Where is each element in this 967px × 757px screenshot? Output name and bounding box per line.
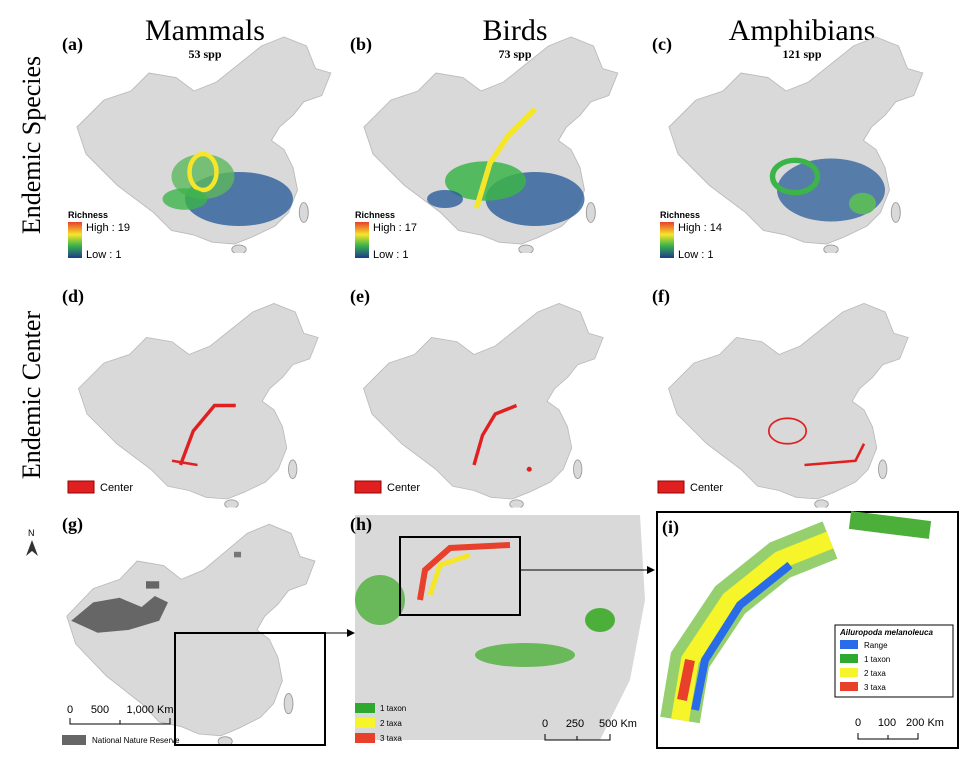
scale-label: 500 Km xyxy=(599,718,637,730)
legend-label: 2 taxa xyxy=(380,719,402,728)
row-label: Endemic Center xyxy=(17,311,46,480)
panel-label: (h) xyxy=(350,514,372,535)
map xyxy=(669,37,923,254)
map xyxy=(364,304,604,509)
scale-label: 100 xyxy=(878,717,896,729)
scale-label: 1,000 Km xyxy=(126,704,173,716)
map xyxy=(669,304,909,509)
legend-label: Center xyxy=(690,482,723,494)
scale-label: 250 xyxy=(566,718,584,730)
panel-label: (b) xyxy=(350,34,372,55)
legend-label: Center xyxy=(387,482,420,494)
map xyxy=(67,524,315,746)
legend-high: High : 14 xyxy=(678,222,722,234)
scale-label: 200 Km xyxy=(906,717,944,729)
legend-label: 3 taxa xyxy=(864,683,886,692)
column-title: Mammals xyxy=(145,14,265,47)
column-count: 73 spp xyxy=(498,47,531,61)
panel-label: (c) xyxy=(652,34,672,55)
inset-box xyxy=(174,632,326,746)
map xyxy=(79,304,319,509)
row-label: Endemic Species xyxy=(17,56,46,234)
legend-label: 3 taxa xyxy=(380,734,402,743)
scale-label: 0 xyxy=(855,717,861,729)
legend-low: Low : 1 xyxy=(86,249,121,261)
panel-label: (e) xyxy=(350,286,370,307)
legend-low: Low : 1 xyxy=(373,249,408,261)
panel-label: (i) xyxy=(662,517,679,538)
scale-label: 0 xyxy=(542,718,548,730)
legend-label: 1 taxon xyxy=(380,704,406,713)
legend-label: Center xyxy=(100,482,133,494)
north-label: N xyxy=(28,528,35,538)
column-title: Birds xyxy=(482,14,547,47)
legend-high: High : 17 xyxy=(373,222,417,234)
richness-legend: Richness High : 17 Low : 1 xyxy=(355,210,417,261)
panel-label: (a) xyxy=(62,34,83,55)
legend-label: National Nature Reserve xyxy=(92,736,180,745)
richness-legend: Richness High : 19 Low : 1 xyxy=(68,210,130,261)
legend-title: Richness xyxy=(355,210,395,220)
scale-label: 0 xyxy=(67,704,73,716)
column-count: 121 spp xyxy=(782,47,821,61)
legend-title: Richness xyxy=(660,210,700,220)
column-titles: Mammals 53 spp Birds 73 spp Amphibians 1… xyxy=(145,14,875,61)
legend-label: 1 taxon xyxy=(864,655,890,664)
panel-label: (g) xyxy=(62,514,83,535)
north-arrow xyxy=(26,540,38,556)
legend-title: Richness xyxy=(68,210,108,220)
map xyxy=(364,37,618,254)
panel-label: (d) xyxy=(62,286,84,307)
legend-label: Range xyxy=(864,641,888,650)
legend-label: 2 taxa xyxy=(864,669,886,678)
column-title: Amphibians xyxy=(729,14,876,47)
legend-title: Ailuropoda melanoleuca xyxy=(839,628,933,637)
scale-label: 500 xyxy=(91,704,109,716)
map xyxy=(77,37,331,254)
inset-box xyxy=(399,536,521,616)
richness-legend: Richness High : 14 Low : 1 xyxy=(660,210,722,261)
column-count: 53 spp xyxy=(188,47,221,61)
panel-label: (f) xyxy=(652,286,670,307)
legend-low: Low : 1 xyxy=(678,249,713,261)
legend-high: High : 19 xyxy=(86,222,130,234)
